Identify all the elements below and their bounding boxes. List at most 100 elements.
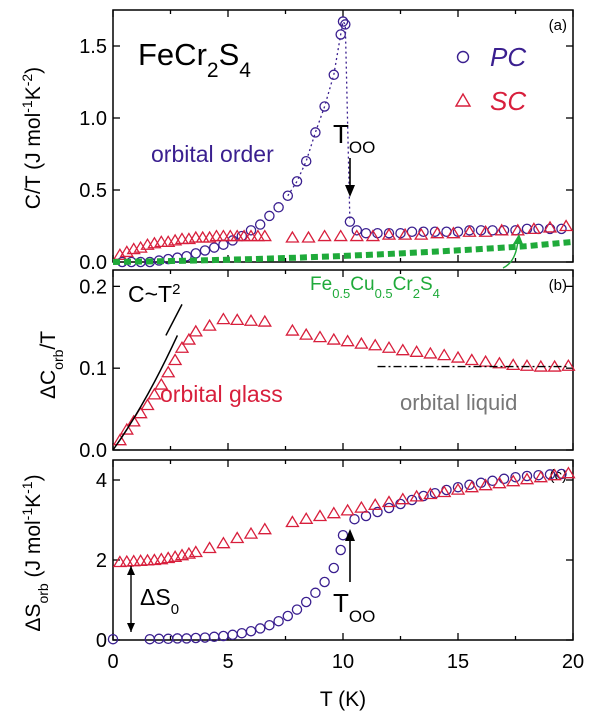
data-point-pc bbox=[328, 562, 340, 574]
data-point-sc bbox=[510, 223, 525, 236]
data-point-sc bbox=[437, 348, 452, 361]
data-point-pc bbox=[153, 633, 165, 645]
data-point-sc bbox=[381, 227, 397, 240]
legend-label-pc: PC bbox=[490, 42, 526, 72]
data-point-sc bbox=[381, 340, 397, 353]
cu-pointer-arrowhead bbox=[513, 234, 523, 244]
x-tick-label: 20 bbox=[562, 651, 584, 673]
data-point-pc bbox=[291, 176, 303, 187]
data-point-pc bbox=[162, 633, 174, 645]
data-point-sc bbox=[312, 509, 328, 522]
data-point-sc bbox=[119, 245, 134, 258]
data-point-sc bbox=[133, 240, 148, 253]
data-point-sc bbox=[230, 229, 245, 242]
data-point-pc bbox=[107, 633, 119, 645]
data-point-sc bbox=[464, 353, 479, 366]
data-point-sc bbox=[492, 476, 507, 489]
delta-s0-arrowhead-up bbox=[127, 566, 135, 575]
data-point-pc bbox=[291, 604, 303, 615]
data-point-sc bbox=[462, 224, 477, 237]
data-point-sc bbox=[326, 332, 341, 345]
data-point-sc bbox=[154, 235, 169, 247]
data-point-pc bbox=[218, 630, 229, 642]
data-point-sc bbox=[312, 330, 328, 343]
y-tick-label: 0.0 bbox=[79, 440, 107, 462]
data-point-pc bbox=[264, 619, 275, 631]
data-point-pc bbox=[337, 16, 349, 27]
data-point-sc bbox=[547, 468, 562, 481]
x-axis: 0 5 10 15 20 bbox=[107, 651, 584, 673]
data-point-sc bbox=[243, 526, 259, 539]
power-law-label: C~T2 bbox=[128, 281, 180, 308]
x-tick-label: 15 bbox=[447, 651, 469, 673]
data-point-pc bbox=[372, 506, 383, 518]
y-tick-label: 1.5 bbox=[79, 36, 107, 58]
data-point-sc bbox=[326, 506, 341, 519]
data-point-sc bbox=[354, 500, 369, 513]
y-tick-label: 0.0 bbox=[79, 252, 107, 274]
data-point-sc bbox=[216, 229, 231, 242]
data-point-pc bbox=[319, 576, 330, 588]
data-point-pc bbox=[335, 544, 346, 556]
data-point-sc bbox=[112, 433, 128, 446]
data-point-sc bbox=[450, 482, 466, 495]
data-point-sc bbox=[478, 354, 493, 367]
legend-marker-sc bbox=[454, 92, 472, 107]
data-point-sc bbox=[236, 229, 252, 242]
data-point-pc bbox=[254, 623, 266, 634]
data-point-pc bbox=[236, 627, 248, 639]
data-point-sc bbox=[349, 229, 364, 242]
y-axis-label-a: C/T (J mol-1K-2) bbox=[19, 67, 45, 209]
data-point-sc bbox=[188, 545, 203, 558]
data-point-sc bbox=[430, 226, 445, 239]
data-point-sc bbox=[250, 229, 266, 242]
data-point-pc bbox=[208, 242, 220, 253]
data-point-pc bbox=[383, 502, 395, 514]
data-point-sc bbox=[409, 345, 424, 357]
data-point-pc bbox=[406, 494, 418, 506]
data-point-sc bbox=[368, 338, 383, 351]
data-point-sc bbox=[243, 229, 259, 242]
data-point-sc bbox=[285, 230, 300, 243]
data-point-pc bbox=[254, 219, 266, 230]
data-point-sc bbox=[202, 318, 217, 331]
x-axis-label: T (K) bbox=[320, 688, 366, 711]
data-point-sc bbox=[494, 223, 509, 236]
data-point-sc bbox=[216, 536, 231, 549]
data-point-pc bbox=[351, 225, 363, 236]
data-point-sc bbox=[409, 489, 424, 502]
y-tick-label: 1.0 bbox=[79, 108, 107, 130]
data-point-pc bbox=[199, 632, 211, 643]
data-point-sc bbox=[340, 334, 355, 347]
data-point-sc bbox=[526, 222, 542, 235]
data-point-pc bbox=[360, 510, 372, 522]
data-point-sc bbox=[299, 327, 314, 340]
data-point-sc bbox=[519, 358, 535, 371]
data-point-pc bbox=[190, 632, 202, 644]
data-point-pc bbox=[300, 596, 312, 608]
data-point-pc bbox=[282, 190, 294, 202]
data-point-pc bbox=[335, 29, 346, 40]
data-point-pc bbox=[452, 481, 464, 493]
data-point-sc bbox=[223, 229, 238, 242]
data-point-sc bbox=[174, 340, 190, 353]
data-point-sc bbox=[506, 474, 521, 487]
t-oo-arrowhead-a bbox=[345, 185, 355, 197]
data-point-sc bbox=[230, 531, 245, 544]
data-point-pc bbox=[181, 250, 192, 262]
data-point-sc bbox=[533, 470, 548, 483]
compound-label: FeCr2S4 bbox=[138, 37, 251, 82]
data-point-sc bbox=[285, 323, 300, 336]
t-oo-label-a: TOO bbox=[333, 119, 375, 157]
data-point-pc bbox=[300, 155, 312, 167]
data-point-pc bbox=[556, 223, 567, 235]
data-point-sc bbox=[188, 324, 203, 337]
y-tick-label: 4 bbox=[96, 470, 107, 492]
data-point-sc bbox=[181, 332, 197, 345]
pc-guide-line bbox=[287, 19, 351, 222]
data-point-pc bbox=[310, 587, 321, 599]
data-point-sc bbox=[202, 541, 217, 554]
data-point-sc bbox=[519, 472, 535, 485]
data-point-pc bbox=[282, 610, 294, 622]
data-point-sc bbox=[446, 226, 461, 239]
